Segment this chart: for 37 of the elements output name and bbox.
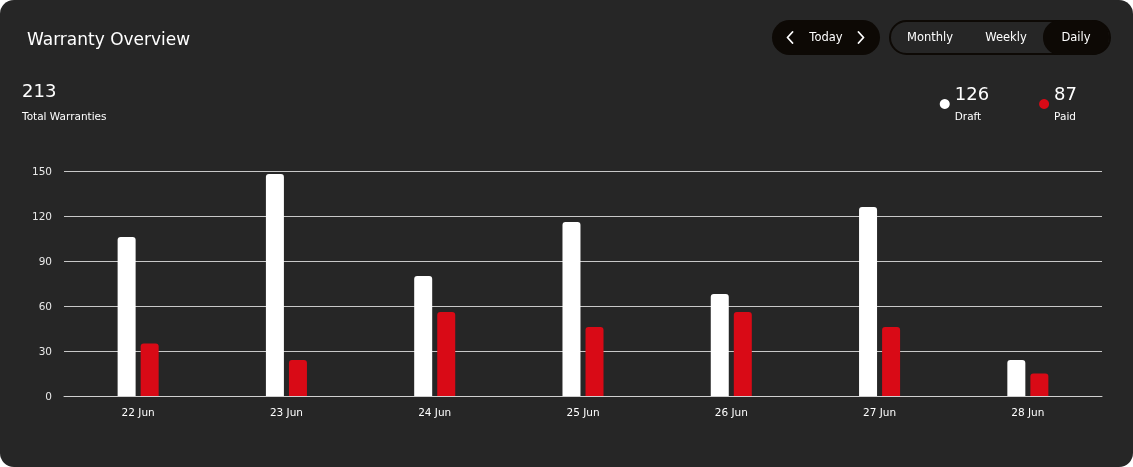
bar xyxy=(733,312,752,396)
bar xyxy=(414,276,433,396)
y-tick-label: 120 xyxy=(31,210,52,222)
text: 126 xyxy=(954,82,990,104)
y-tick-label: 30 xyxy=(38,345,52,357)
bar xyxy=(1007,360,1026,396)
bar xyxy=(140,343,159,396)
x-tick-label: 25 Jun xyxy=(566,405,600,418)
bar xyxy=(437,312,456,396)
x-tick-label: 26 Jun xyxy=(714,405,748,418)
x-tick-label: 23 Jun xyxy=(269,405,303,418)
x-tick-label: 27 Jun xyxy=(863,405,897,418)
bar xyxy=(1030,373,1049,396)
bar xyxy=(710,294,729,396)
x-tick-label: 22 Jun xyxy=(121,405,155,418)
bar xyxy=(859,207,878,396)
y-tick-label: 0 xyxy=(45,390,52,402)
text: 213 xyxy=(22,80,57,102)
date-switch-pill: Today xyxy=(772,20,880,55)
bar xyxy=(265,174,284,396)
period-toggle: Monthly Weekly Daily xyxy=(889,20,1111,55)
text: Total Warranties xyxy=(22,109,107,123)
bar xyxy=(562,222,581,396)
y-tick-label: 90 xyxy=(38,255,52,267)
bar xyxy=(882,327,901,396)
y-tick-label: 150 xyxy=(31,165,52,177)
bar xyxy=(585,327,604,396)
bar xyxy=(288,360,307,396)
text: 87 xyxy=(1054,82,1077,104)
x-tick-label: 28 Jun xyxy=(1011,405,1045,418)
legend-label: Paid xyxy=(1054,110,1076,122)
selected-tab-pill: Daily xyxy=(1043,20,1109,55)
chart-title: Warranty Overview xyxy=(27,28,191,49)
y-tick-label: 60 xyxy=(38,300,52,312)
legend-label: Draft xyxy=(954,110,982,122)
bar xyxy=(117,237,136,396)
x-tick-label: 24 Jun xyxy=(418,405,452,418)
